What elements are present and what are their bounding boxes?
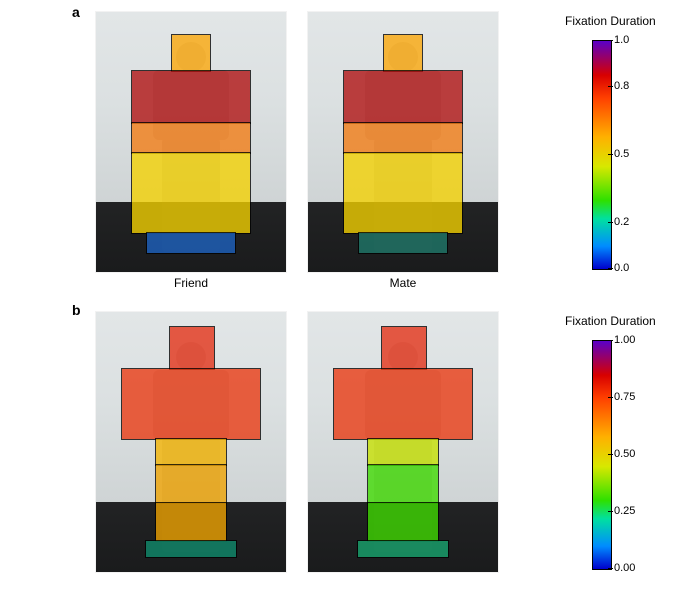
colorbar-tick: 1.00	[614, 334, 635, 346]
colorbar-gradient	[592, 340, 612, 570]
region-head	[383, 34, 423, 72]
region-torso	[121, 368, 261, 440]
colorbar-title: Fixation Duration	[565, 14, 656, 28]
overlay-group	[333, 326, 473, 558]
region-upper_legs	[155, 464, 227, 504]
colorbar-gradient	[592, 40, 612, 270]
region-hips	[155, 438, 227, 466]
region-torso	[333, 368, 473, 440]
region-lower_legs	[367, 502, 439, 542]
caption-mate: Mate	[308, 276, 498, 290]
colorbar-b: Fixation Duration 1.00 0.75 0.50 0.25 0.00	[560, 314, 680, 574]
panel-label-a: a	[72, 4, 80, 20]
region-chest	[131, 70, 251, 124]
overlay-group	[121, 326, 261, 558]
overlay-group	[343, 34, 463, 254]
region-head	[171, 34, 211, 72]
colorbar-title: Fixation Duration	[565, 314, 656, 328]
panel-b-left	[96, 312, 286, 572]
region-feet	[358, 232, 448, 254]
region-legs	[131, 152, 251, 234]
region-feet	[357, 540, 449, 558]
panel-b-right	[308, 312, 498, 572]
colorbar-tick: 0.50	[614, 448, 635, 460]
region-feet	[145, 540, 237, 558]
colorbar-tick: 0.25	[614, 505, 635, 517]
panel-a-mate	[308, 12, 498, 272]
region-waist	[131, 122, 251, 154]
region-upper_legs	[367, 464, 439, 504]
panel-a-friend	[96, 12, 286, 272]
caption-friend: Friend	[96, 276, 286, 290]
region-feet	[146, 232, 236, 254]
region-hips	[367, 438, 439, 466]
region-waist	[343, 122, 463, 154]
panel-label-b: b	[72, 302, 81, 318]
colorbar-a: Fixation Duration 1.0 0.8 0.5 0.2 0.0	[560, 14, 680, 274]
colorbar-tick: 0.8	[614, 80, 629, 92]
colorbar-tick: 1.0	[614, 34, 629, 46]
colorbar-tick: 0.5	[614, 148, 629, 160]
figure-root: a Friend Mate Fixation Duration 1.0 0.8 0.…	[0, 0, 700, 608]
overlay-group	[131, 34, 251, 254]
region-face	[169, 326, 215, 370]
colorbar-tick: 0.0	[614, 262, 629, 274]
colorbar-tick: 0.75	[614, 391, 635, 403]
region-legs	[343, 152, 463, 234]
colorbar-tick: 0.00	[614, 562, 635, 574]
region-lower_legs	[155, 502, 227, 542]
colorbar-tick: 0.2	[614, 216, 629, 228]
region-face	[381, 326, 427, 370]
region-chest	[343, 70, 463, 124]
